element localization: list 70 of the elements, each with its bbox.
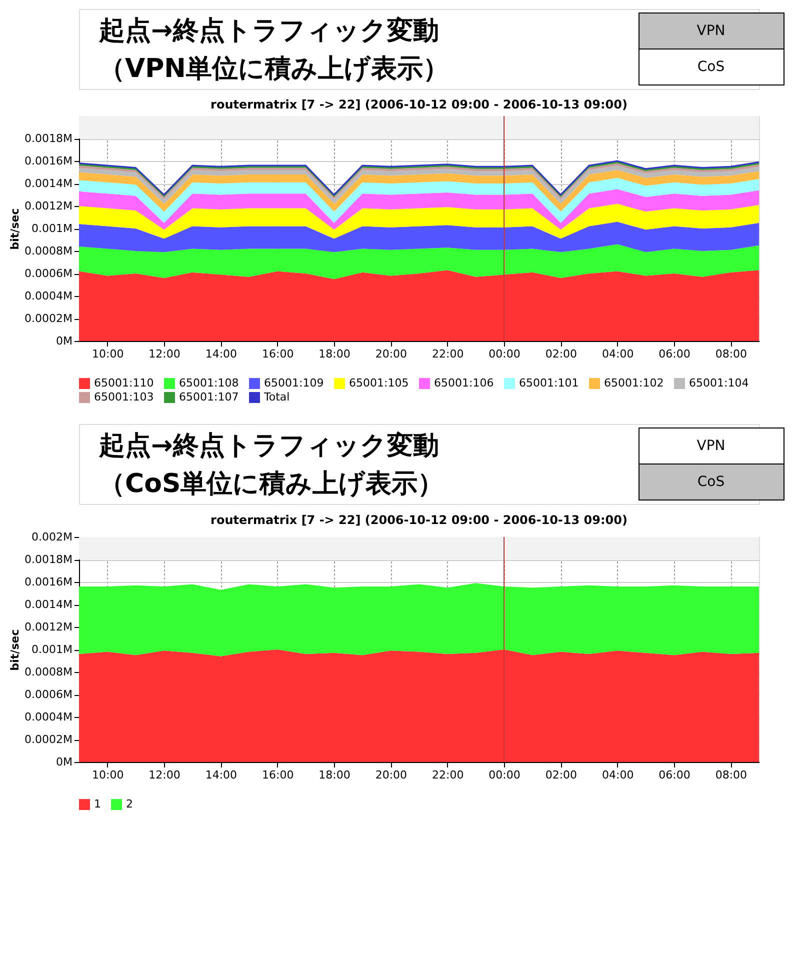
legend-label: 65001:106 xyxy=(434,376,494,390)
y-tick-label: 0.0016M xyxy=(24,576,72,588)
legend-label: 65001:109 xyxy=(264,376,324,390)
text: VPN xyxy=(696,438,726,454)
legend-label: 65001:102 xyxy=(604,376,664,390)
y-tick-label: 0.0014M xyxy=(24,177,72,190)
y-tick-label: 0.0004M xyxy=(24,290,72,302)
x-tick-label: 12:00 xyxy=(148,348,180,360)
text: 起点→終点トラフィック変動 xyxy=(98,16,439,46)
chart-title: routermatrix [7 -> 22] (2006-10-12 09:00 - 2006-10-13 09:00) xyxy=(210,98,628,112)
x-tick-label: 10:00 xyxy=(92,768,124,782)
x-tick-label: 14:00 xyxy=(205,348,238,360)
x-tick-label: 16:00 xyxy=(262,768,294,782)
y-tick-label: 0.0002M xyxy=(24,312,72,325)
y-axis-title: bit/sec xyxy=(8,629,22,671)
chart-title: routermatrix [7 -> 22] (2006-10-12 09:00 - 2006-10-13 09:00) xyxy=(210,513,628,527)
y-tick-label: 0.0006M xyxy=(24,267,72,280)
text: （CoS単位に積み上げ表示） xyxy=(99,469,444,499)
text: CoS xyxy=(697,59,725,75)
legend-label: 2 xyxy=(126,798,133,811)
text: CoS xyxy=(697,474,725,490)
x-tick-label: 02:00 xyxy=(545,348,578,360)
y-tick-label: 0.0012M xyxy=(24,620,72,634)
y-tick-label: 0M xyxy=(56,334,72,348)
legend-label: 65001:101 xyxy=(519,376,579,390)
x-tick-label: 18:00 xyxy=(318,768,350,782)
y-tick-label: 0.0008M xyxy=(24,244,72,258)
legend-label: 1 xyxy=(94,798,101,811)
legend-label: 65001:108 xyxy=(179,376,239,390)
x-tick-label: 06:00 xyxy=(658,768,690,782)
x-tick-label: 08:00 xyxy=(715,348,748,360)
x-tick-label: 18:00 xyxy=(318,348,350,360)
y-tick-label: 0.0018M xyxy=(24,132,72,145)
x-tick-label: 00:00 xyxy=(488,348,520,360)
x-tick-label: 20:00 xyxy=(375,348,408,360)
y-axis-title: bit/sec xyxy=(8,208,22,250)
text: 起点→終点トラフィック変動 xyxy=(98,431,439,461)
x-tick-label: 16:00 xyxy=(262,348,294,360)
x-tick-label: 02:00 xyxy=(545,768,578,782)
y-tick-label: 0.0008M xyxy=(24,666,72,678)
y-tick-label: 0.0006M xyxy=(24,688,72,701)
y-tick-label: 0.0018M xyxy=(24,553,72,566)
legend-label: 65001:105 xyxy=(349,376,409,390)
y-tick-label: 0.002M xyxy=(32,530,72,544)
x-tick-label: 04:00 xyxy=(602,768,634,782)
x-tick-label: 14:00 xyxy=(205,768,238,782)
x-tick-label: 10:00 xyxy=(92,348,124,360)
x-tick-label: 00:00 xyxy=(488,768,520,782)
text: （VPN単位に積み上げ表示） xyxy=(99,54,449,84)
y-tick-label: 0.0004M xyxy=(24,710,72,724)
y-tick-label: 0.0012M xyxy=(24,200,72,212)
legend-label: 65001:103 xyxy=(94,390,154,404)
x-tick-label: 22:00 xyxy=(432,768,464,782)
legend-label: 65001:107 xyxy=(179,390,239,404)
y-tick-label: 0.001M xyxy=(32,222,72,235)
legend-label: 65001:110 xyxy=(94,376,154,390)
x-tick-label: 12:00 xyxy=(148,768,180,782)
y-tick-label: 0.0014M xyxy=(24,598,72,611)
legend-label: 65001:104 xyxy=(689,376,749,390)
x-tick-label: 08:00 xyxy=(715,768,748,782)
legend-label: Total xyxy=(263,390,290,404)
x-tick-label: 20:00 xyxy=(375,768,408,782)
text: VPN xyxy=(696,23,726,39)
x-tick-label: 04:00 xyxy=(602,348,634,360)
y-tick-label: 0.0002M xyxy=(24,733,72,746)
x-tick-label: 22:00 xyxy=(432,348,464,360)
y-tick-label: 0.001M xyxy=(32,643,72,656)
x-tick-label: 06:00 xyxy=(658,348,690,360)
y-tick-label: 0M xyxy=(56,756,72,768)
y-tick-label: 0.0016M xyxy=(24,154,72,168)
